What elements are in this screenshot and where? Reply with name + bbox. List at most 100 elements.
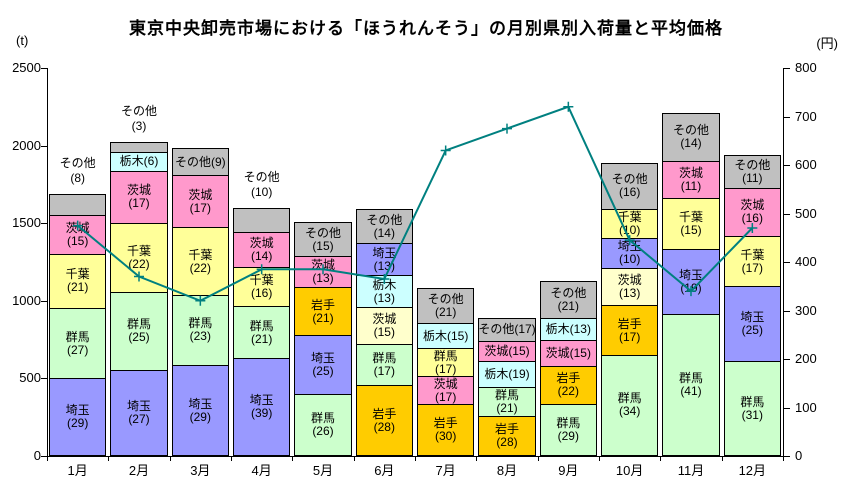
segment-value: (15) [312,238,334,253]
segment-label: 栃木 [372,277,397,292]
bar-segment-12月-千葉: 千葉 (17) [724,236,780,288]
x-axis-tick [169,456,171,461]
x-axis-tick [599,456,600,461]
segment-value: (15) [66,233,89,248]
segment-label: 岩手 [372,406,397,421]
bar-segment-5月-埼玉: 埼玉 (25) [295,336,351,395]
segment-label: 群馬 [556,415,581,430]
bar-segment-2月-茨城: 茨城 (17) [111,171,167,225]
bar-segment-2月-栃木: 栃木(6) [111,152,167,172]
segment-value: (34) [618,404,641,419]
month-label-4月: 4月 [251,463,272,478]
segment-label: 茨城 [65,220,90,235]
right-axis-tick-label: 500 [795,205,817,221]
bar-8月: その他(17) 茨城(15) 栃木(19) 群馬 (21) 岩手 (28) [478,317,536,456]
others-callout-1月: その他 (8) [37,156,118,186]
bar-segment-10月-千葉: 千葉 (10) [602,210,658,240]
segment-value: (28) [373,419,395,434]
segment-value: (29) [189,409,211,424]
segment-value: (25) [741,323,763,338]
bar-segment-1月-千葉: 千葉 (21) [50,254,106,310]
others-callout-value: (8) [70,170,85,185]
left-axis-tick [41,378,47,380]
segment-value: (16) [618,185,641,200]
segment-value: (21) [557,299,579,313]
bar-segment-3月-群馬: 群馬 (23) [172,295,228,367]
right-axis-tick-label: 700 [795,108,817,124]
left-axis-tick-label: 0 [33,448,41,463]
segment-label: 茨城 [372,311,397,326]
x-axis-tick [537,456,539,461]
segment-label: 千葉 [740,247,765,262]
segment-label: 埼玉 [249,392,274,407]
segment-value: (25) [128,330,150,345]
right-axis-tick [784,310,790,312]
left-axis-unit-label: (t) [16,33,29,48]
bar-segment-3月-その他: その他(9) [172,148,228,177]
segment-value: (26) [312,423,334,438]
bar-segment-7月-岩手: 岩手 (30) [418,405,474,455]
right-axis-tick-label: 300 [795,302,817,318]
others-callout-label: その他 [59,155,96,170]
segment-value: (22) [189,260,211,275]
bar-segment-9月-その他: その他 (21) [540,282,596,319]
bar-4月: 茨城 (14) 千葉 (16) 群馬 (21) 埼玉 (39) [233,207,291,456]
month-label-8月: 8月 [496,463,518,478]
right-axis-tick-label: 800 [795,60,817,75]
segment-value: (22) [128,257,150,272]
bar-segment-3月-千葉: 千葉 (22) [172,228,228,296]
segment-label: 岩手 [617,316,642,331]
month-label-10月: 10月 [615,463,644,478]
bar-segment-7月-茨城: 茨城 (17) [418,377,474,406]
bar-segment-11月-千葉: 千葉 (15) [663,199,719,251]
bar-segment-4月-千葉: 千葉 (16) [234,267,290,308]
segment-value: (25) [312,364,334,378]
bar-segment-8月-栃木: 栃木(19) [479,362,535,389]
right-axis-line [783,68,784,456]
others-callout-label: その他 [120,104,157,119]
segment-value: (31) [741,407,763,422]
bar-segment-8月-群馬: 群馬 (21) [479,388,535,417]
right-axis-tick [784,116,790,118]
right-axis-tick [784,68,790,69]
others-callout-4月: その他 (10) [221,170,302,200]
others-callout-value: (10) [250,184,273,199]
left-axis-line [47,68,48,456]
segment-value: (14) [250,249,273,264]
bar-7月: その他 (21) 栃木(15) 群馬 (17) 茨城 (17) 岩手 (30) [417,288,475,456]
segment-label: 群馬 [372,351,397,366]
segment-value: (41) [680,384,702,399]
bar-segment-2月-その他 [111,143,167,153]
bar-segment-9月-岩手: 岩手 (22) [540,366,596,405]
bar-segment-12月-群馬: 群馬 (31) [724,362,780,455]
chart-title: 東京中央卸売市場における「ほうれんそう」の月別県別入荷量と平均価格 [129,19,723,38]
segment-label: 埼玉 [740,310,765,325]
segment-label: 群馬 [678,371,703,386]
price-line-marker [563,101,574,112]
bar-segment-6月-群馬: 群馬 (17) [356,344,412,387]
others-callout-label: その他 [243,169,280,184]
bar-segment-1月-埼玉: 埼玉 (29) [50,379,106,455]
x-axis-tick [660,456,662,461]
bar-10月: その他 (16) 千葉 (10) 埼玉 (10) 茨城 (13) 岩手 (17) 群馬 (34) [601,162,659,456]
right-axis-tick-label: 600 [795,157,817,172]
segment-label: 群馬 [126,317,151,332]
bar-segment-1月-群馬: 群馬 (27) [50,309,106,380]
bar-9月: その他 (21) 栃木(13) 茨城(15) 岩手 (22) 群馬 (29) [539,281,597,456]
bar-segment-3月-茨城: 茨城 (17) [172,176,228,229]
segment-label: 群馬 [494,388,519,403]
left-axis-tick-label: 2000 [12,137,41,153]
bar-segment-8月-その他: その他(17) [478,318,536,342]
x-axis-tick [783,456,784,461]
bar-segment-6月-茨城: 茨城 (15) [356,308,412,345]
segment-value: (16) [250,285,273,300]
month-label-2月: 2月 [128,463,150,478]
segment-value: (13) [373,290,395,305]
bar-segment-9月-茨城: 茨城(15) [540,341,596,367]
left-axis-tick-label: 2500 [12,60,41,75]
x-axis-tick [292,456,294,461]
others-callout-2月: その他 (3) [98,104,179,134]
bar-segment-12月-茨城: 茨城 (16) [724,188,780,237]
month-label-9月: 9月 [558,463,579,478]
